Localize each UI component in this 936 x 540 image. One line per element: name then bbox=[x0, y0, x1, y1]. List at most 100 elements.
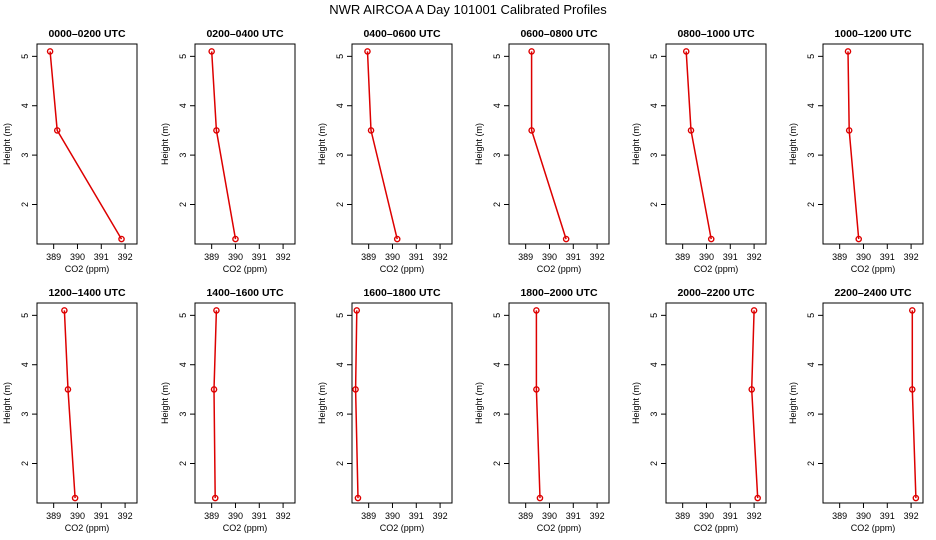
x-tick-label: 390 bbox=[385, 511, 400, 521]
y-tick-label: 4 bbox=[492, 362, 502, 367]
data-point bbox=[118, 235, 125, 243]
y-axis-label: Height (m) bbox=[631, 382, 641, 424]
panel-title: 0400–0600 UTC bbox=[363, 28, 440, 40]
x-axis-label: CO2 (ppm) bbox=[851, 523, 896, 533]
data-point bbox=[208, 48, 215, 55]
data-point bbox=[393, 235, 401, 243]
data-point bbox=[750, 307, 758, 314]
y-axis-label: Height (m) bbox=[317, 123, 327, 165]
x-tick-label: 392 bbox=[747, 252, 762, 262]
data-point bbox=[213, 127, 220, 134]
profile-panel: 1600–1800 UTC 389 390 391 392 2 3 4 5 CO2 (ppm) He… bbox=[317, 287, 453, 533]
x-tick-label: 389 bbox=[675, 252, 690, 262]
y-tick-label: 4 bbox=[178, 362, 188, 367]
y-tick-label: 4 bbox=[649, 103, 659, 108]
x-axis-label: CO2 (ppm) bbox=[380, 523, 425, 533]
panel-title: 1200–1400 UTC bbox=[48, 287, 125, 299]
y-tick-label: 5 bbox=[649, 313, 659, 318]
panel-title: 2000–2200 UTC bbox=[677, 287, 754, 299]
y-tick-label: 3 bbox=[20, 153, 30, 158]
profile-line bbox=[530, 51, 567, 240]
x-tick-label: 389 bbox=[46, 252, 61, 262]
data-point bbox=[213, 307, 220, 314]
data-point bbox=[912, 494, 920, 502]
x-tick-label: 389 bbox=[832, 252, 847, 262]
data-point bbox=[364, 48, 371, 55]
x-axis-label: CO2 (ppm) bbox=[694, 264, 739, 274]
x-tick-label: 392 bbox=[904, 511, 919, 521]
y-tick-label: 4 bbox=[335, 103, 345, 108]
x-tick-label: 390 bbox=[70, 252, 85, 262]
x-axis-label: CO2 (ppm) bbox=[851, 264, 896, 274]
plot-frame bbox=[351, 43, 453, 245]
y-tick-label: 5 bbox=[20, 54, 30, 59]
y-tick-label: 4 bbox=[335, 362, 345, 367]
x-axis-label: CO2 (ppm) bbox=[65, 523, 110, 533]
x-tick-label: 391 bbox=[723, 511, 738, 521]
data-point bbox=[352, 386, 359, 393]
y-tick-label: 3 bbox=[649, 412, 659, 417]
x-tick-label: 389 bbox=[675, 511, 690, 521]
panel-title: 0000–0200 UTC bbox=[48, 28, 125, 40]
y-tick-label: 3 bbox=[492, 153, 502, 158]
x-axis-label: CO2 (ppm) bbox=[537, 264, 582, 274]
data-point bbox=[707, 235, 715, 243]
x-tick-label: 392 bbox=[433, 252, 448, 262]
x-tick-label: 390 bbox=[70, 511, 85, 521]
y-tick-label: 3 bbox=[20, 412, 30, 417]
data-point bbox=[533, 386, 540, 393]
y-tick-label: 2 bbox=[178, 202, 188, 207]
x-tick-label: 390 bbox=[856, 252, 871, 262]
data-point bbox=[562, 235, 570, 243]
y-tick-label: 4 bbox=[20, 362, 30, 367]
x-axis-label: CO2 (ppm) bbox=[65, 264, 110, 274]
x-tick-label: 391 bbox=[252, 252, 267, 262]
x-tick-label: 389 bbox=[518, 252, 533, 262]
data-point bbox=[687, 127, 695, 134]
panel-title: 1000–1200 UTC bbox=[834, 28, 911, 40]
y-axis-label: Height (m) bbox=[317, 382, 327, 424]
y-axis-label: Height (m) bbox=[2, 123, 12, 165]
x-tick-label: 392 bbox=[433, 511, 448, 521]
data-point bbox=[528, 127, 535, 134]
data-point bbox=[908, 386, 916, 393]
data-point bbox=[536, 494, 544, 502]
x-tick-label: 391 bbox=[94, 511, 109, 521]
data-point bbox=[61, 307, 68, 314]
y-tick-label: 2 bbox=[20, 202, 30, 207]
y-axis-label: Height (m) bbox=[2, 382, 12, 424]
x-tick-label: 390 bbox=[699, 252, 714, 262]
x-tick-label: 392 bbox=[904, 252, 919, 262]
y-tick-label: 4 bbox=[806, 362, 816, 367]
data-point bbox=[682, 48, 690, 55]
profile-line bbox=[911, 310, 917, 499]
x-tick-label: 390 bbox=[228, 252, 243, 262]
data-point bbox=[367, 127, 375, 134]
y-tick-label: 5 bbox=[178, 313, 188, 318]
y-axis-label: Height (m) bbox=[788, 382, 798, 424]
plot-frame bbox=[194, 302, 296, 504]
y-tick-label: 2 bbox=[335, 461, 345, 466]
profile-panel: 1400–1600 UTC 389 390 391 392 2 3 4 5 CO2 (ppm) He… bbox=[160, 287, 296, 533]
y-tick-label: 2 bbox=[492, 461, 502, 466]
y-tick-label: 2 bbox=[335, 202, 345, 207]
plot-frame bbox=[36, 302, 138, 504]
y-axis-label: Height (m) bbox=[160, 123, 170, 165]
profile-panel: 2000–2200 UTC 389 390 391 392 2 3 4 5 CO2 (ppm) He… bbox=[631, 287, 767, 533]
data-point bbox=[533, 307, 540, 314]
figure-title: NWR AIRCOA A Day 101001 Calibrated Profi… bbox=[329, 2, 607, 17]
plot-frame bbox=[822, 43, 924, 245]
data-point bbox=[845, 127, 853, 134]
data-point bbox=[908, 307, 916, 314]
y-tick-label: 5 bbox=[20, 313, 30, 318]
y-tick-label: 5 bbox=[806, 54, 816, 59]
profile-line bbox=[366, 51, 398, 240]
y-tick-label: 5 bbox=[178, 54, 188, 59]
profile-line bbox=[49, 51, 123, 240]
y-tick-label: 2 bbox=[178, 461, 188, 466]
y-tick-label: 5 bbox=[335, 54, 345, 59]
plot-frame bbox=[194, 43, 296, 245]
x-tick-label: 392 bbox=[590, 252, 605, 262]
y-tick-label: 2 bbox=[806, 461, 816, 466]
